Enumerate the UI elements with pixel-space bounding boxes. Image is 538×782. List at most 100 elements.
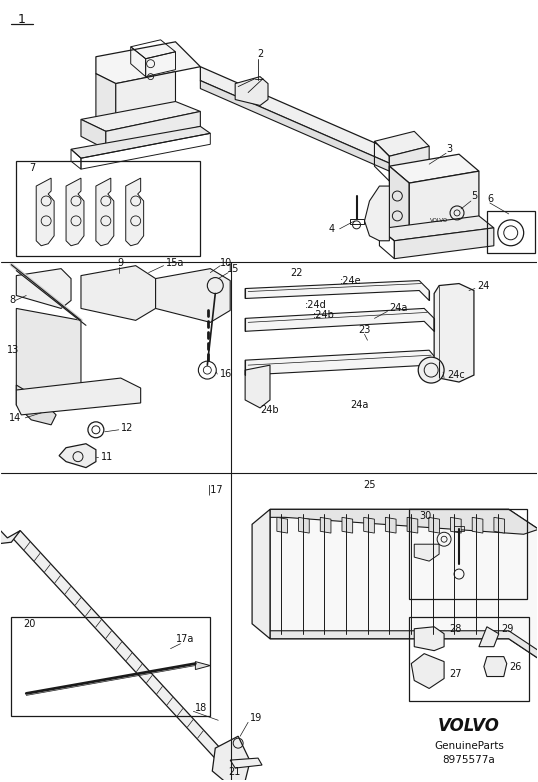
- Text: 24: 24: [477, 281, 489, 291]
- Polygon shape: [385, 518, 396, 533]
- Polygon shape: [429, 518, 440, 533]
- Polygon shape: [213, 736, 250, 782]
- Polygon shape: [245, 365, 270, 408]
- Polygon shape: [71, 127, 210, 158]
- Polygon shape: [96, 41, 200, 84]
- Text: 5: 5: [471, 191, 477, 201]
- Text: 6: 6: [488, 194, 494, 204]
- Polygon shape: [126, 178, 144, 246]
- Bar: [487, 211, 535, 253]
- Polygon shape: [155, 269, 230, 322]
- Polygon shape: [36, 178, 54, 246]
- Text: 29: 29: [501, 624, 513, 633]
- Polygon shape: [245, 281, 429, 300]
- Text: 2: 2: [257, 48, 263, 59]
- Text: :24b: :24b: [313, 310, 335, 321]
- Polygon shape: [81, 102, 200, 131]
- Text: 24b: 24b: [261, 405, 279, 415]
- Polygon shape: [365, 186, 390, 241]
- Polygon shape: [409, 171, 479, 246]
- Text: 14: 14: [9, 413, 22, 423]
- Polygon shape: [96, 74, 116, 131]
- Text: :24e: :24e: [339, 275, 361, 285]
- Text: 30: 30: [419, 511, 431, 522]
- Text: 19: 19: [250, 713, 263, 723]
- Text: 24a: 24a: [350, 400, 369, 410]
- Text: 24a: 24a: [390, 303, 408, 314]
- Circle shape: [418, 357, 444, 383]
- Polygon shape: [390, 146, 429, 181]
- Polygon shape: [434, 284, 474, 382]
- Polygon shape: [270, 509, 538, 658]
- Text: VOLVO: VOLVO: [438, 717, 500, 735]
- Text: 10: 10: [220, 257, 232, 267]
- Polygon shape: [277, 518, 287, 533]
- Bar: [409, 617, 529, 701]
- Text: 28: 28: [449, 624, 462, 633]
- Bar: [11, 617, 210, 716]
- Bar: [16, 161, 200, 256]
- Polygon shape: [379, 216, 494, 241]
- Text: GenuineParts: GenuineParts: [434, 741, 504, 752]
- Text: 23: 23: [358, 325, 371, 335]
- Text: 3: 3: [446, 144, 452, 154]
- Text: |17: |17: [208, 484, 223, 495]
- Text: 21: 21: [228, 767, 240, 777]
- Polygon shape: [411, 654, 444, 688]
- Text: 12: 12: [121, 423, 133, 432]
- Text: :24d: :24d: [305, 300, 327, 310]
- Text: 20: 20: [23, 619, 36, 629]
- Text: 22: 22: [290, 267, 302, 278]
- Polygon shape: [484, 657, 507, 676]
- Polygon shape: [414, 544, 439, 561]
- Polygon shape: [16, 308, 81, 400]
- Polygon shape: [0, 526, 20, 544]
- Polygon shape: [59, 443, 96, 468]
- Polygon shape: [394, 228, 494, 259]
- Text: 15a: 15a: [166, 257, 185, 267]
- Polygon shape: [342, 518, 352, 533]
- Polygon shape: [270, 631, 538, 658]
- Text: 17a: 17a: [176, 633, 195, 644]
- Text: 7: 7: [29, 163, 36, 173]
- Polygon shape: [407, 518, 418, 533]
- Polygon shape: [12, 531, 224, 760]
- Text: 18: 18: [195, 703, 208, 713]
- Text: 4: 4: [329, 224, 335, 234]
- Text: 26: 26: [509, 662, 521, 672]
- Polygon shape: [414, 627, 444, 651]
- Polygon shape: [16, 269, 71, 308]
- Polygon shape: [320, 518, 331, 533]
- Bar: [409, 509, 527, 599]
- Polygon shape: [450, 518, 461, 533]
- Polygon shape: [96, 178, 114, 246]
- Polygon shape: [479, 627, 499, 647]
- Polygon shape: [252, 509, 270, 639]
- Text: 16: 16: [220, 369, 232, 379]
- Polygon shape: [494, 518, 505, 533]
- Text: 8975577a: 8975577a: [443, 755, 495, 765]
- Polygon shape: [245, 308, 434, 332]
- Polygon shape: [16, 378, 140, 415]
- Text: 1: 1: [17, 13, 25, 27]
- Polygon shape: [472, 518, 483, 533]
- Text: 13: 13: [8, 345, 19, 355]
- Text: 11: 11: [101, 452, 113, 461]
- Polygon shape: [390, 154, 479, 183]
- Polygon shape: [81, 266, 155, 321]
- Polygon shape: [230, 758, 262, 768]
- Polygon shape: [200, 66, 390, 163]
- Polygon shape: [364, 518, 374, 533]
- Text: VOLVO: VOLVO: [430, 218, 448, 224]
- Polygon shape: [299, 518, 309, 533]
- Polygon shape: [106, 112, 200, 149]
- Polygon shape: [390, 166, 409, 246]
- Polygon shape: [245, 350, 439, 375]
- Polygon shape: [16, 385, 56, 425]
- Polygon shape: [116, 72, 175, 131]
- Polygon shape: [81, 120, 106, 149]
- Text: 25: 25: [363, 479, 376, 490]
- Polygon shape: [200, 81, 390, 171]
- Text: 24c: 24c: [447, 370, 465, 380]
- Text: 9: 9: [118, 257, 124, 267]
